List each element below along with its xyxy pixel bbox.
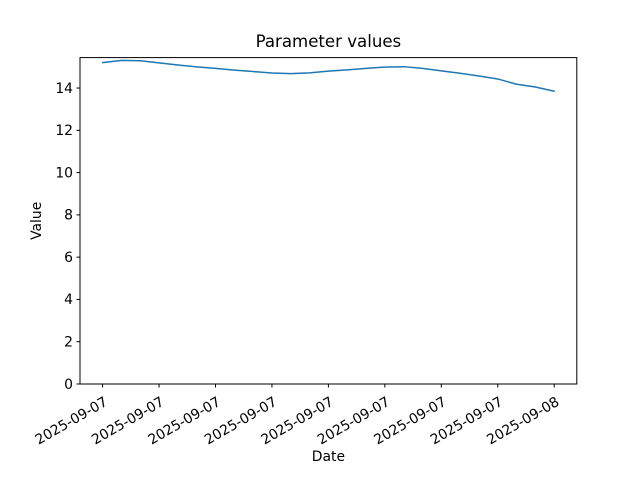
y-axis-label: Value <box>29 202 45 240</box>
y-tick-label: 8 <box>64 208 73 224</box>
y-tick-label: 10 <box>55 165 73 181</box>
data-line-parameter-values <box>101 59 555 92</box>
y-tick-label: 14 <box>55 81 73 97</box>
x-axis-label: Date <box>312 449 345 465</box>
series-group <box>101 59 555 92</box>
y-axis-ticks: 0 2 4 6 8 10 12 14 <box>55 81 80 393</box>
y-tick-label: 6 <box>64 250 73 266</box>
y-tick-label: 0 <box>64 377 73 393</box>
x-axis-ticks: 2025-09-072025-09-072025-09-072025-09-07… <box>33 384 562 448</box>
y-tick-label: 12 <box>55 123 73 139</box>
y-tick-label: 4 <box>64 292 73 308</box>
y-tick-label: 2 <box>64 335 73 351</box>
plot-area <box>79 57 578 385</box>
chart-title: Parameter values <box>256 32 402 51</box>
